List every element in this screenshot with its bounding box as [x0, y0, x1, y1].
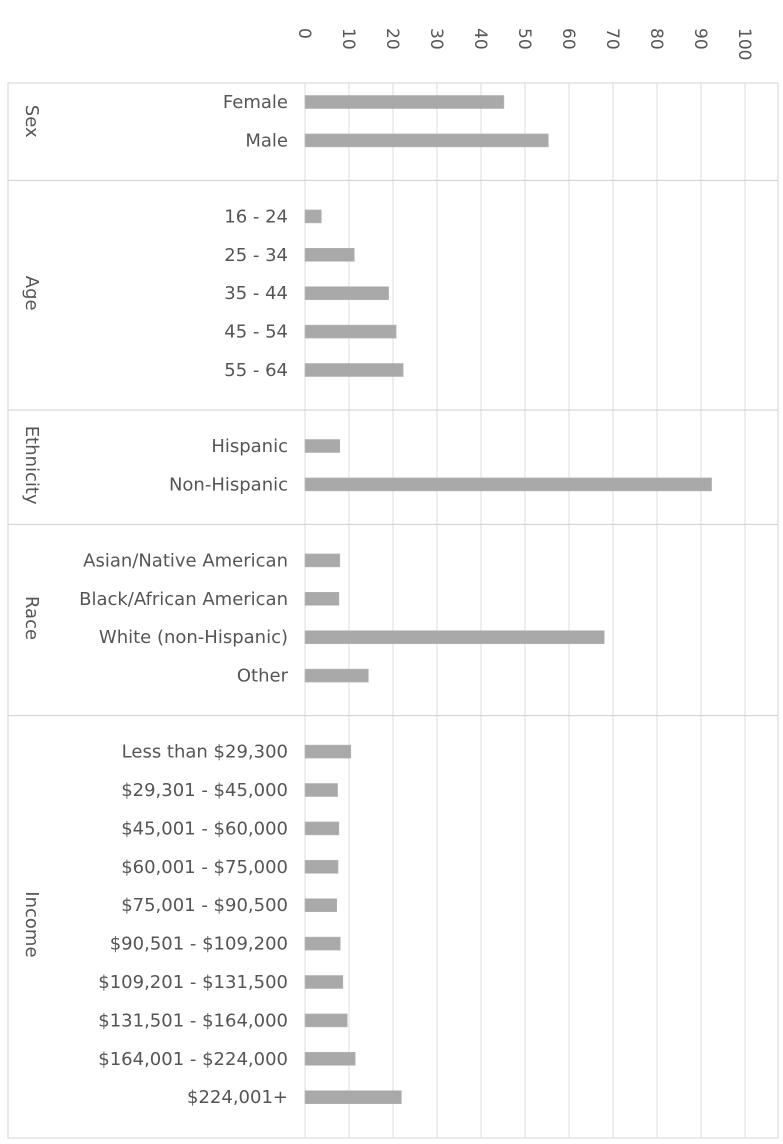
bar — [304, 209, 322, 224]
bar — [304, 1052, 356, 1066]
category-label: Black/African American — [79, 589, 288, 610]
group-label: Ethnicity — [21, 426, 42, 505]
plot-frame — [7, 82, 779, 1139]
category-label: $29,301 - $45,000 — [121, 780, 288, 801]
category-label: $164,001 - $224,000 — [98, 1049, 288, 1070]
x-tick-label: 50 — [514, 28, 534, 50]
x-tick-label: 70 — [602, 28, 622, 50]
bar — [304, 1013, 348, 1028]
x-tick-label: 80 — [646, 28, 666, 50]
x-tick-label: 40 — [470, 28, 490, 50]
bar — [304, 898, 337, 913]
x-tick-label: 30 — [426, 28, 446, 50]
x-axis-ticks: 0 10 20 30 40 50 60 70 80 90 100 — [294, 28, 754, 60]
category-label: $60,001 - $75,000 — [121, 857, 288, 878]
bar — [304, 248, 355, 262]
bar — [304, 553, 341, 568]
group-separators — [7, 82, 779, 1139]
category-label: $224,001+ — [187, 1087, 288, 1108]
bar — [304, 1090, 402, 1104]
category-label: 45 - 54 — [224, 322, 288, 343]
bars — [304, 95, 712, 1104]
category-labels: Female Male 16 - 24 25 - 34 35 - 44 45 - 54 55… — [79, 92, 288, 1108]
category-label: Female — [223, 92, 288, 113]
category-label: Male — [245, 130, 288, 151]
category-label: Non-Hispanic — [169, 474, 288, 495]
x-tick-label: 60 — [558, 28, 578, 50]
bar — [304, 324, 397, 339]
category-label: 25 - 34 — [224, 245, 288, 266]
group-label: Age — [21, 276, 42, 311]
category-label: 55 - 64 — [224, 360, 288, 381]
bar — [304, 286, 389, 301]
x-tick-label: 10 — [338, 28, 358, 50]
category-label: $131,501 - $164,000 — [98, 1010, 288, 1031]
category-label: $45,001 - $60,000 — [121, 818, 288, 839]
bar — [304, 439, 341, 453]
x-tick-label: 90 — [690, 28, 710, 50]
category-label: Hispanic — [211, 436, 288, 457]
category-label: White (non-Hispanic) — [99, 627, 288, 648]
category-label: 16 - 24 — [224, 206, 288, 227]
x-tick-label: 20 — [382, 28, 402, 50]
bar — [304, 936, 341, 951]
category-label: $75,001 - $90,500 — [121, 895, 288, 916]
bar — [304, 591, 340, 606]
group-label: Income — [21, 891, 42, 957]
bar — [304, 821, 340, 836]
bar — [304, 859, 339, 874]
category-label: Asian/Native American — [83, 550, 288, 571]
group-labels: Sex Age Ethnicity Race Income — [21, 105, 42, 958]
bar — [304, 744, 352, 759]
bar — [304, 133, 549, 148]
category-label: Less than $29,300 — [122, 742, 288, 763]
bar — [304, 363, 404, 377]
category-label: $90,501 - $109,200 — [110, 934, 288, 955]
x-tick-label: 100 — [734, 28, 754, 60]
bar — [304, 783, 338, 797]
group-label: Race — [21, 596, 42, 640]
bar — [304, 477, 712, 492]
group-label: Sex — [21, 105, 42, 138]
category-label: $109,201 - $131,500 — [98, 972, 288, 993]
category-label: Other — [237, 666, 289, 687]
x-tick-label: 0 — [294, 28, 314, 39]
gridlines — [304, 83, 746, 1138]
bar — [304, 975, 344, 989]
category-label: 35 - 44 — [224, 283, 288, 304]
bar — [304, 630, 605, 645]
bar — [304, 668, 369, 683]
bar — [304, 95, 505, 109]
